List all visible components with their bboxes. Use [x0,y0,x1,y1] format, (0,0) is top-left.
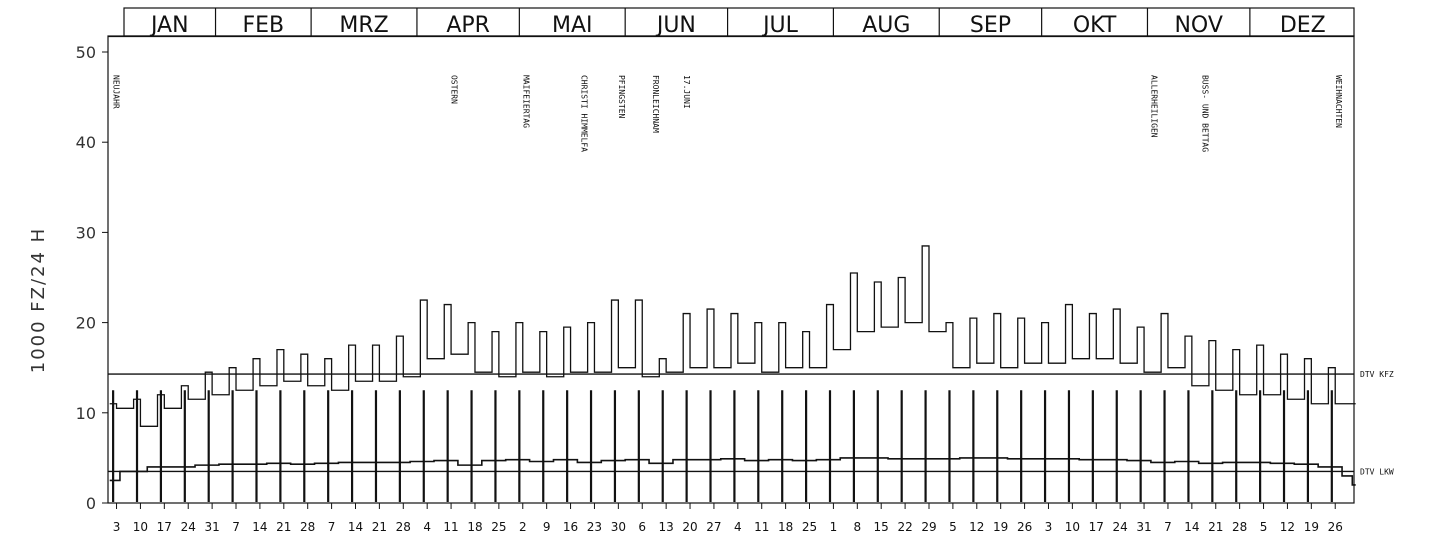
x-tick-label: 17 [1089,520,1104,534]
x-tick-label: 28 [1232,520,1247,534]
y-tick-label: 20 [76,314,96,333]
x-tick-label: 24 [1113,520,1128,534]
x-tick-label: 7 [232,520,240,534]
x-tick-label: 18 [778,520,793,534]
x-tick-label: 13 [658,520,673,534]
x-tick-label: 8 [853,520,861,534]
month-label: OKT [1073,13,1117,38]
x-tick-label: 14 [1184,520,1199,534]
reference-line-label: DTV LKW [1360,467,1394,476]
y-tick-label: 0 [86,494,96,513]
month-label: NOV [1174,13,1222,38]
y-tick-label: 40 [76,133,96,152]
y-tick-label: 10 [76,404,96,423]
x-tick-label: 5 [949,520,957,534]
month-label: APR [446,13,490,38]
x-tick-label: 25 [491,520,506,534]
x-tick-label: 27 [706,520,721,534]
x-tick-label: 24 [181,520,196,534]
x-tick-label: 7 [1164,520,1172,534]
x-tick-label: 4 [423,520,431,534]
x-tick-label: 11 [443,520,458,534]
x-tick-label: 1 [830,520,838,534]
x-tick-label: 10 [1065,520,1080,534]
x-tick-label: 12 [1280,520,1295,534]
x-tick-label: 11 [754,520,769,534]
x-tick-label: 6 [638,520,646,534]
x-tick-label: 3 [1045,520,1053,534]
x-tick-label: 28 [396,520,411,534]
series-line-kfz [109,245,1356,427]
month-band [123,7,1355,37]
holiday-label: PFINGSTEN [617,75,626,119]
x-tick-label: 3 [113,520,121,534]
x-tick-label: 21 [1208,520,1223,534]
month-label: SEP [970,13,1011,38]
x-tick-label: 2 [519,520,527,534]
month-label: DEZ [1280,13,1326,38]
month-label: MAI [552,13,593,38]
y-tick-label: 50 [76,43,96,62]
series-line-lkw [109,457,1356,486]
x-tick-label: 25 [802,520,817,534]
x-tick-label: 19 [993,520,1008,534]
holiday-label: CHRISTI HIMMELFA [579,75,588,152]
month-label: FEB [242,13,284,38]
holiday-label: FRONLEICHNAM [651,75,660,133]
x-tick-label: 10 [133,520,148,534]
reference-line-label: DTV KFZ [1360,370,1394,379]
holiday-label: ALLERHEILIGEN [1149,75,1158,138]
x-tick-label: 29 [921,520,936,534]
x-tick-label: 17 [157,520,172,534]
x-tick-label: 30 [611,520,626,534]
x-tick-label: 28 [300,520,315,534]
month-label: JUN [655,13,696,38]
x-tick-label: 31 [204,520,219,534]
holiday-label: WEIHNACHTEN [1334,75,1343,128]
month-label: AUG [862,13,910,38]
x-tick-label: 14 [348,520,363,534]
x-tick-label: 22 [897,520,912,534]
plot-frame [107,35,1355,504]
x-tick-label: 16 [563,520,578,534]
x-tick-label: 31 [1136,520,1151,534]
x-tick-label: 7 [328,520,336,534]
month-label: JAN [149,13,189,38]
holiday-label: MAIFEIERTAG [521,75,530,128]
x-tick-label: 20 [682,520,697,534]
x-tick-label: 21 [372,520,387,534]
x-tick-label: 4 [734,520,742,534]
x-tick-label: 14 [252,520,267,534]
x-tick-label: 18 [467,520,482,534]
x-tick-label: 26 [1017,520,1032,534]
y-tick-label: 30 [76,223,96,242]
x-tick-label: 21 [276,520,291,534]
holiday-label: OSTERN [450,75,459,104]
holiday-label: NEUJAHR [112,75,121,109]
x-tick-label: 26 [1328,520,1343,534]
x-tick-label: 12 [969,520,984,534]
holiday-label: 17.JUNI [682,75,691,109]
month-label: JUL [761,13,799,38]
x-tick-label: 23 [587,520,602,534]
x-tick-label: 19 [1304,520,1319,534]
x-tick-label: 9 [543,520,551,534]
y-axis-label: 1000 FZ/24 H [28,227,49,373]
x-tick-label: 15 [874,520,889,534]
x-tick-label: 5 [1260,520,1268,534]
month-label: MRZ [339,13,388,38]
holiday-label: BUSS- UND BETTAG [1201,75,1210,152]
